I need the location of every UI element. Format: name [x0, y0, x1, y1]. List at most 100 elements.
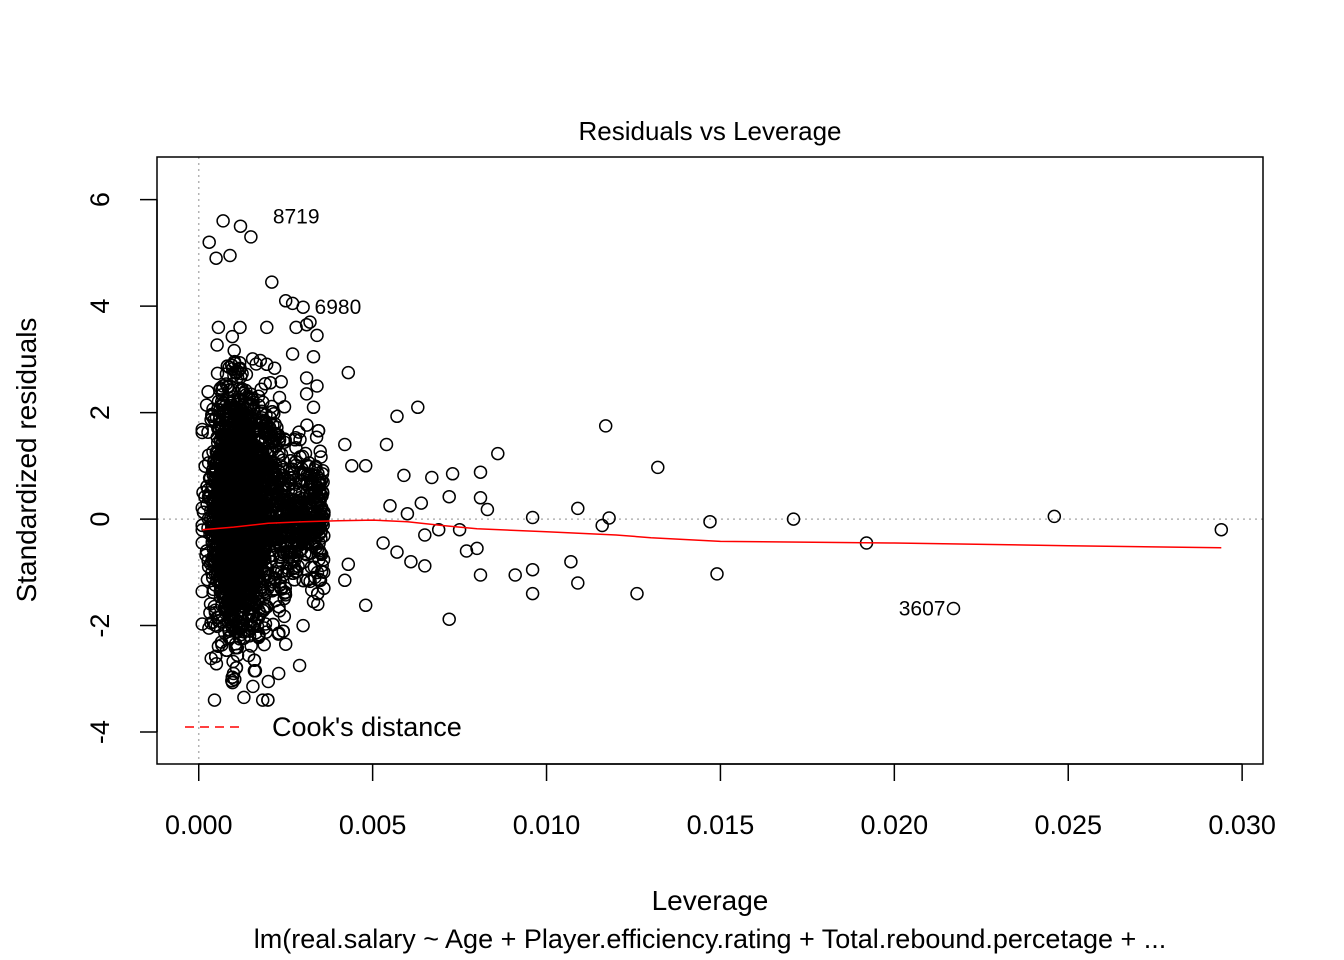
data-point — [237, 425, 252, 440]
point-labels: 8719 6980 3607 — [273, 206, 946, 621]
data-point — [237, 690, 251, 705]
data-point — [195, 536, 209, 550]
data-point — [595, 518, 609, 533]
data-point — [445, 467, 460, 481]
data-point — [231, 550, 245, 564]
data-point — [211, 320, 226, 335]
data-point — [225, 488, 239, 503]
data-point — [311, 423, 326, 438]
data-point — [247, 653, 262, 667]
data-point — [306, 594, 321, 609]
data-point — [232, 501, 247, 515]
data-point — [216, 587, 230, 601]
data-point — [296, 300, 310, 314]
data-point — [242, 629, 257, 643]
data-point — [285, 347, 300, 361]
data-point — [283, 453, 298, 468]
data-point — [195, 425, 209, 440]
data-point — [312, 471, 327, 486]
data-point — [249, 552, 263, 567]
data-point — [259, 520, 273, 534]
y-tick-label: 0 — [85, 512, 115, 527]
data-point — [309, 515, 324, 530]
data-point — [196, 505, 211, 519]
data-point — [598, 419, 613, 433]
data-point — [244, 593, 258, 607]
data-point — [236, 498, 250, 513]
data-point — [308, 526, 323, 540]
data-point — [213, 558, 228, 572]
data-point — [261, 693, 275, 707]
data-point — [245, 492, 260, 506]
data-point — [203, 605, 217, 620]
data-point — [244, 639, 258, 653]
x-tick-label: 0.025 — [1034, 810, 1102, 840]
data-point — [341, 365, 356, 380]
data-point — [293, 450, 307, 464]
data-point — [233, 426, 247, 441]
data-point — [290, 529, 305, 544]
data-point — [271, 427, 285, 442]
x-tick-label: 0.020 — [861, 810, 929, 840]
data-point — [255, 445, 270, 459]
data-point — [206, 615, 220, 629]
data-point — [1214, 522, 1229, 537]
data-point — [459, 544, 474, 558]
smoother-layer — [202, 519, 1222, 549]
data-point — [233, 219, 248, 233]
data-point — [225, 474, 240, 489]
data-point — [245, 474, 260, 489]
data-point — [473, 465, 488, 479]
data-point — [228, 446, 243, 461]
data-point — [225, 358, 239, 373]
data-point — [253, 353, 268, 368]
data-point — [238, 545, 252, 560]
data-point — [296, 618, 310, 633]
outlier-label: 3607 — [899, 598, 946, 621]
data-point — [263, 376, 278, 390]
data-point — [218, 600, 233, 614]
data-point — [200, 479, 214, 494]
x-tick-label: 0.015 — [687, 810, 755, 840]
data-point — [425, 470, 439, 485]
data-point — [564, 554, 578, 569]
data-point — [241, 595, 255, 610]
data-point — [630, 586, 644, 601]
data-point — [219, 643, 234, 658]
data-point — [232, 362, 247, 377]
data-point — [201, 385, 215, 399]
data-point — [276, 568, 291, 582]
x-tick-label: 0.005 — [339, 810, 407, 840]
data-point — [525, 562, 540, 577]
data-point — [254, 455, 268, 469]
data-point — [253, 485, 268, 500]
data-point — [400, 506, 415, 521]
data-point — [1047, 509, 1062, 524]
chart-title: Residuals vs Leverage — [578, 116, 841, 146]
data-point — [245, 398, 259, 412]
data-point — [222, 435, 237, 449]
data-point — [508, 568, 522, 582]
data-point — [274, 375, 288, 389]
data-point — [300, 477, 315, 491]
data-point — [313, 444, 327, 459]
data-point — [442, 489, 456, 504]
data-point — [263, 577, 278, 592]
data-point — [338, 573, 352, 588]
data-point — [207, 693, 222, 707]
y-tick-label: 4 — [85, 299, 115, 314]
data-point — [310, 328, 324, 343]
data-point — [278, 637, 293, 651]
data-point — [230, 582, 244, 597]
data-point — [233, 320, 247, 335]
x-axis-label: Leverage — [652, 885, 769, 916]
data-point — [341, 557, 356, 572]
data-point — [255, 693, 270, 707]
data-point — [651, 460, 665, 475]
data-point — [281, 496, 295, 510]
data-point — [244, 416, 259, 431]
x-tick-label: 0.010 — [513, 810, 581, 840]
data-point — [228, 641, 243, 655]
y-tick-label: -2 — [85, 614, 115, 638]
data-point — [274, 496, 288, 510]
